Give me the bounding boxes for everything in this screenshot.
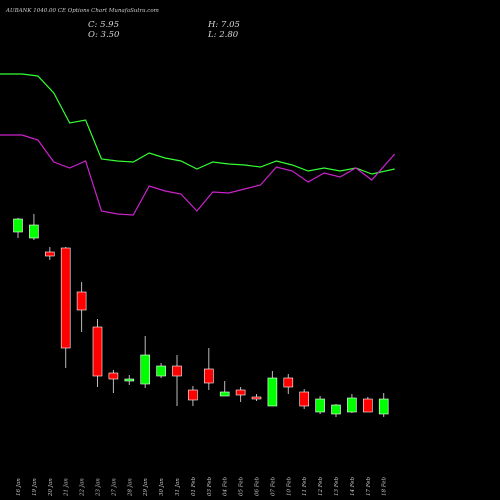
x-tick-label: 27 Jan — [111, 478, 117, 497]
candle-body — [299, 391, 310, 407]
candle — [188, 386, 198, 406]
chart-title: AUBANK 1040.00 CE Options Chart MunafaSu… — [6, 8, 159, 14]
x-tick-label: 11 Feb — [302, 476, 308, 496]
candle-body — [315, 398, 325, 413]
candle-body — [219, 391, 230, 397]
high-label: H: 7.05 — [208, 20, 240, 30]
candle — [204, 348, 214, 390]
candle — [60, 247, 71, 368]
x-axis: 16 Jan 19 Jan 20 Jan 21 Jan 22 Jan 23 Jan 27 J… — [16, 476, 388, 497]
candle — [172, 355, 182, 406]
candle — [331, 404, 341, 417]
candle — [44, 247, 55, 260]
candle — [92, 319, 103, 387]
candle — [347, 394, 357, 413]
x-tick-label: 18 Feb — [382, 476, 388, 496]
candle — [140, 336, 150, 388]
candle — [156, 363, 166, 378]
x-tick-label: 19 Jan — [32, 478, 38, 496]
candle-body — [29, 224, 39, 239]
candle-body — [283, 377, 294, 388]
x-tick-label: 29 Jan — [143, 478, 149, 497]
x-tick-label: 28 Jan — [127, 478, 133, 497]
candle-body — [347, 397, 357, 413]
x-tick-label: 13 Feb — [334, 476, 340, 496]
candle-body — [60, 247, 71, 349]
x-tick-label: 06 Feb — [255, 476, 261, 496]
overlay-layer — [0, 73, 396, 216]
candle-body — [188, 389, 198, 401]
candle — [124, 375, 135, 385]
candle — [362, 397, 373, 413]
x-tick-label: 21 Jan — [64, 478, 70, 497]
candle-body — [108, 372, 119, 380]
candle — [315, 396, 325, 414]
low-label: L: 2.80 — [208, 30, 239, 40]
candle-body — [172, 365, 182, 377]
close-label: C: 5.95 — [88, 20, 119, 30]
x-tick-label: 03 Feb — [207, 476, 213, 496]
candle-body — [156, 365, 166, 377]
x-tick-label: 04 Feb — [223, 476, 229, 496]
x-tick-label: 07 Feb — [270, 476, 276, 496]
candle — [283, 374, 294, 394]
candle-body — [44, 251, 55, 257]
x-tick-label: 16 Jan — [16, 478, 22, 496]
candle — [299, 389, 310, 409]
x-tick-label: 17 Feb — [366, 476, 372, 496]
x-tick-label: 12 Feb — [318, 476, 324, 496]
x-tick-label: 14 Feb — [350, 476, 356, 496]
open-label: O: 3.50 — [88, 30, 120, 40]
candle — [378, 393, 389, 417]
x-tick-label: 10 Feb — [286, 476, 292, 496]
x-tick-label: 20 Jan — [48, 478, 54, 497]
candle-body — [124, 378, 135, 382]
x-tick-label: 05 Feb — [239, 476, 245, 496]
x-tick-label: 31 Jan — [175, 478, 181, 496]
candle — [267, 371, 278, 407]
candle-body — [76, 291, 87, 311]
candle — [13, 218, 23, 238]
candle — [251, 394, 262, 401]
candle-body — [331, 404, 341, 415]
candle — [219, 381, 230, 397]
overlay-line-2 — [0, 134, 396, 216]
candle-body — [235, 389, 246, 396]
x-tick-label: 22 Jan — [80, 478, 86, 497]
candle-body — [362, 398, 373, 413]
overlay-line-1 — [0, 73, 395, 175]
candle-body — [378, 398, 389, 415]
candle-body — [267, 377, 278, 407]
candle-body — [204, 368, 214, 384]
candle — [29, 214, 39, 240]
x-tick-label: 01 Feb — [191, 476, 197, 496]
candle-body — [13, 218, 23, 233]
candle — [108, 370, 119, 393]
candle — [76, 282, 87, 332]
candle-body — [251, 396, 262, 400]
candle-layer — [13, 214, 389, 417]
candle-body — [140, 354, 150, 385]
x-tick-label: 30 Jan — [159, 478, 165, 496]
candle — [235, 387, 246, 402]
candle-body — [92, 326, 103, 377]
x-tick-label: 23 Jan — [96, 478, 102, 497]
